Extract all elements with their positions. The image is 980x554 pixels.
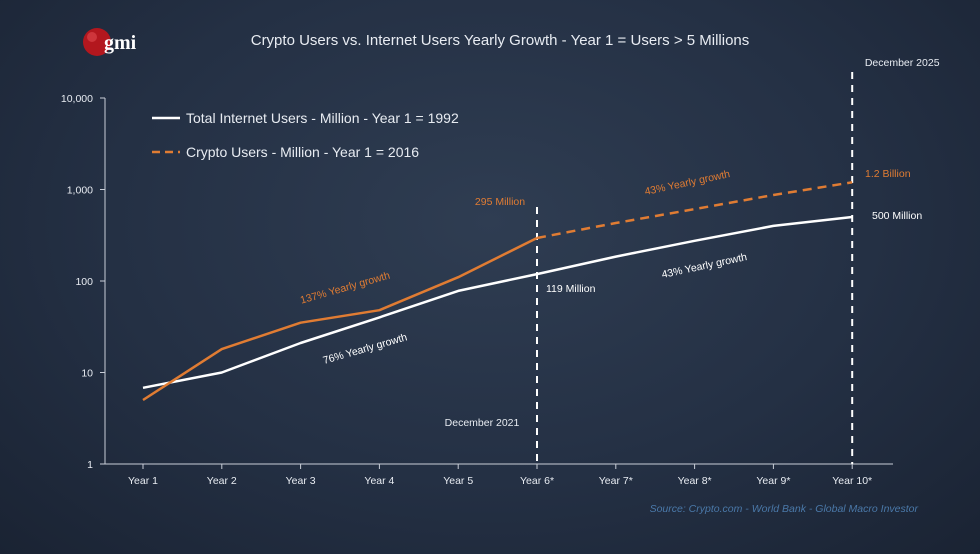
annotation-137-growth: 137% Yearly growth [299, 270, 392, 307]
crypto-users-line-actual [142, 236, 538, 402]
annotation-43-growth-internet: 43% Yearly growth [661, 251, 749, 281]
gmi-logo: gmi [83, 28, 137, 56]
x-axis-ticks: Year 1 Year 2 Year 3 Year 4 Year 5 Year 6* Yea… [128, 464, 872, 487]
logo-text: gmi [104, 32, 137, 54]
x-tick-label: Year 8* [678, 475, 712, 487]
annotation-76-growth: 76% Yearly growth [322, 331, 409, 367]
x-tick-label: Year 1 [128, 475, 158, 487]
source-note: Source: Crypto.com - World Bank - Global… [650, 503, 919, 515]
annotation-295-million: 295 Million [475, 196, 525, 208]
x-tick-label: Year 5 [443, 475, 473, 487]
annotation-500-million: 500 Million [872, 210, 922, 222]
annotation-119-million: 119 Million [546, 283, 596, 295]
y-tick-label: 100 [75, 276, 93, 288]
vline-label-december-2025: December 2025 [865, 57, 940, 69]
x-tick-label: Year 7* [599, 475, 633, 487]
chart-title: Crypto Users vs. Internet Users Yearly G… [251, 32, 750, 49]
crypto-users-line-projected [536, 181, 853, 240]
logo-globe-highlight [87, 32, 97, 42]
y-tick-label: 1,000 [67, 185, 93, 197]
x-tick-label: Year 6* [520, 475, 554, 487]
legend-label-internet: Total Internet Users - Million - Year 1 … [186, 110, 459, 126]
y-tick-label: 10 [81, 368, 93, 380]
x-tick-label: Year 9* [756, 475, 790, 487]
legend: Total Internet Users - Million - Year 1 … [152, 110, 459, 160]
y-axis-ticks: 1 10 100 1,000 10,000 [61, 93, 105, 471]
y-tick-label: 10,000 [61, 93, 93, 105]
y-tick-label: 1 [87, 459, 93, 471]
annotation-1-2-billion: 1.2 Billion [865, 168, 911, 180]
internet-users-line [142, 215, 853, 390]
x-tick-label: Year 4 [364, 475, 394, 487]
legend-label-crypto: Crypto Users - Million - Year 1 = 2016 [186, 144, 419, 160]
x-tick-label: Year 10* [832, 475, 872, 487]
x-tick-label: Year 2 [207, 475, 237, 487]
x-tick-label: Year 3 [286, 475, 316, 487]
annotation-43-growth-crypto: 43% Yearly growth [644, 168, 732, 198]
vline-label-december-2021: December 2021 [445, 417, 520, 429]
